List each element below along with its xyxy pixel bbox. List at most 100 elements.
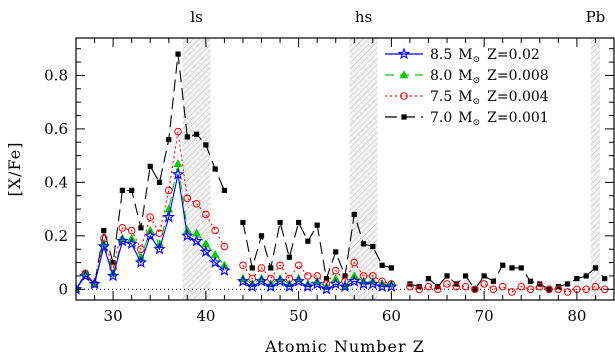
region-band-ls (182, 38, 211, 300)
data-point (202, 210, 210, 219)
data-point (286, 254, 292, 260)
data-point (461, 282, 470, 291)
data-point (348, 274, 361, 287)
data-point (435, 284, 441, 290)
x-tick-label: 30 (104, 307, 123, 325)
data-point (147, 163, 153, 169)
data-point (101, 227, 107, 234)
y-axis-title: [X/Fe] (5, 142, 24, 197)
data-point (565, 281, 571, 287)
data-point (134, 256, 148, 268)
data-point (240, 219, 246, 226)
region-label-ls: ls (190, 8, 203, 26)
data-point (127, 226, 136, 235)
element-group-bands (182, 38, 601, 300)
data-point (143, 229, 157, 242)
legend-label: 8.5 M⊙ Z=0.02 (430, 47, 540, 65)
legend-entry: 7.0 M⊙ Z=0.001 (385, 110, 549, 128)
data-point (526, 285, 535, 294)
data-point (583, 273, 589, 279)
legend-label: 7.0 M⊙ Z=0.001 (430, 110, 549, 128)
legend-metallicity: Z=0.001 (487, 110, 549, 126)
data-point (416, 284, 422, 290)
x-tick-label: 50 (289, 307, 308, 325)
data-point (462, 273, 469, 279)
data-point (472, 286, 478, 292)
data-point (602, 276, 608, 282)
data-point (517, 282, 526, 291)
x-tick-label: 40 (196, 307, 215, 325)
data-point (370, 243, 376, 250)
data-point (183, 194, 192, 203)
y-tick-label: 0.2 (44, 227, 68, 245)
series-Z=0.004 (76, 127, 609, 296)
data-point (329, 277, 342, 290)
y-tick-label: 0 (58, 280, 68, 298)
data-point (221, 187, 228, 193)
solar-subscript-icon: ⊙ (473, 55, 481, 65)
data-point (518, 265, 524, 271)
data-point (153, 242, 166, 255)
legend-metallicity: Z=0.004 (487, 89, 549, 105)
data-point (88, 277, 101, 290)
data-point (498, 282, 507, 291)
data-point (443, 280, 451, 288)
data-point (236, 274, 250, 287)
data-point (193, 131, 200, 137)
data-point (184, 134, 190, 140)
data-point (137, 245, 145, 254)
series-layer (76, 51, 609, 296)
data-point (582, 285, 590, 294)
data-point (323, 276, 330, 282)
series-line (409, 264, 606, 291)
legend-entry: 8.5 M⊙ Z=0.02 (385, 47, 540, 65)
solar-subscript-icon: ⊙ (473, 76, 481, 86)
data-point (116, 234, 129, 247)
legend-entry: 7.5 M⊙ Z=0.004 (385, 89, 549, 107)
data-point (592, 265, 599, 271)
data-point (320, 282, 333, 295)
legend-marker (401, 114, 407, 120)
data-point (555, 284, 561, 290)
data-point (174, 127, 182, 136)
series-Z=0.001 (76, 51, 608, 292)
legend-entry: 8.0 M⊙ Z=0.008 (385, 68, 549, 86)
data-point (203, 142, 209, 148)
data-point (156, 179, 163, 185)
x-tick-label: 80 (567, 307, 586, 325)
data-point (110, 259, 116, 266)
legend-metallicity: Z=0.008 (487, 68, 549, 84)
legend-mass-unit: M (458, 68, 472, 84)
data-point (535, 282, 544, 291)
data-point (331, 266, 340, 275)
data-point (294, 261, 303, 270)
data-point (350, 258, 359, 267)
data-point (537, 281, 543, 287)
region-label-Pb: Pb (586, 8, 606, 26)
data-point (129, 187, 135, 193)
x-tick-label: 70 (475, 307, 494, 325)
data-point (175, 51, 181, 57)
data-point (162, 210, 175, 223)
data-point (452, 282, 461, 291)
legend-mass: 8.5 (430, 47, 452, 63)
data-point (385, 280, 398, 292)
legend-label: 7.5 M⊙ Z=0.004 (430, 89, 549, 107)
data-point (220, 242, 229, 251)
data-point (574, 276, 580, 282)
data-point (310, 277, 324, 290)
data-point (190, 234, 203, 247)
data-point (406, 282, 414, 291)
data-point (166, 136, 172, 143)
data-point (208, 256, 222, 268)
y-tick-label: 0.6 (44, 120, 68, 138)
data-point (218, 264, 231, 276)
data-point (415, 285, 424, 294)
solar-subscript-icon: ⊙ (473, 118, 481, 128)
data-point (138, 225, 144, 231)
legend-mass-unit: M (458, 47, 472, 63)
data-point (471, 285, 479, 294)
series-line (76, 53, 225, 290)
data-point (301, 280, 315, 292)
